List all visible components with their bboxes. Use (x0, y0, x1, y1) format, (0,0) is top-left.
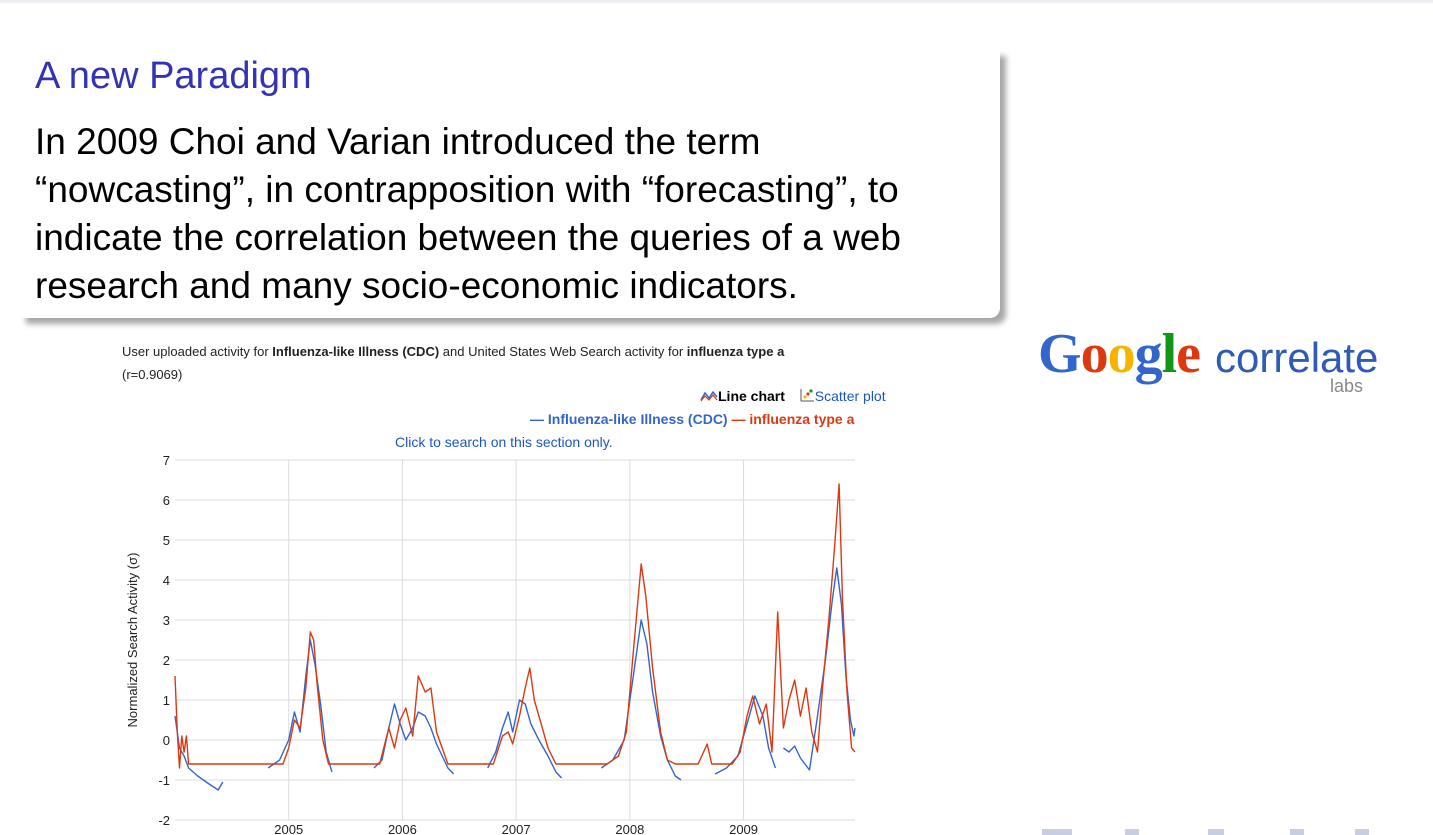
series-1-line-segment-4 (487, 699, 563, 779)
chart-title: User uploaded activity for Influenza-lik… (122, 344, 784, 359)
nav-decoration-4 (1290, 829, 1304, 835)
correlation-value: (r=0.9069) (122, 367, 183, 382)
legend-dash-2: — (731, 411, 746, 427)
chart-legend: — Influenza-like Illness (CDC) — influen… (530, 411, 854, 427)
slide-title: A new Paradigm (35, 55, 312, 97)
chart-title-part-1: User uploaded activity for (122, 344, 273, 359)
y-tick-label-5: 3 (163, 613, 170, 628)
line-chart-link[interactable]: Line chart (718, 388, 785, 404)
y-tick-label-6: 4 (163, 573, 170, 588)
legend-item-ilinet[interactable]: — Influenza-like Illness (CDC) (530, 411, 728, 427)
labs-label: labs (1330, 376, 1364, 396)
y-tick-label-4: 2 (163, 653, 170, 668)
y-tick-label-7: 5 (163, 533, 170, 548)
legend-label-1: Influenza-like Illness (CDC) (547, 411, 728, 427)
series-1-line-segment-7 (782, 567, 856, 771)
scatter-plot-link[interactable]: Scatter plot (814, 388, 886, 404)
nav-decoration-3 (1208, 829, 1224, 835)
x-tick-label-1: 2006 (388, 822, 417, 835)
series-1-line-segment-1 (174, 715, 224, 791)
body-line-1: In 2009 Choi and Varian introduced the t… (35, 121, 761, 162)
legend-dash-1: — (530, 411, 544, 427)
chart-title-part-4: influenza type a (686, 344, 785, 359)
chart-view-switcher: Line chart Scatter plot (700, 388, 886, 404)
series-1-line-segment-6 (714, 695, 777, 775)
click-to-search-hint[interactable]: Click to search on this section only. (395, 434, 613, 450)
correlate-wordmark: correlate (1215, 334, 1379, 381)
line-chart-icon[interactable] (700, 390, 718, 402)
series-1-line-segment-2 (267, 639, 333, 773)
x-tick-label-3: 2008 (615, 822, 644, 835)
body-line-2: “nowcasting”, in contrapposition with “f… (35, 169, 899, 210)
y-tick-label-9: 7 (163, 453, 170, 468)
body-line-4: research and many socio-economic indicat… (35, 265, 798, 306)
x-tick-label-2: 2007 (502, 822, 531, 835)
y-tick-label-3: 1 (163, 693, 170, 708)
y-axis-label: Normalized Search Activity (σ) (125, 553, 140, 728)
logo-letter-3: o (1107, 323, 1136, 385)
legend-item-influenza-a[interactable]: — influenza type a (731, 411, 854, 427)
logo-letter-4: g (1134, 323, 1163, 385)
y-tick-label-2: 0 (163, 733, 170, 748)
logo-letter-6: e (1176, 323, 1201, 385)
x-tick-label-4: 2009 (729, 822, 758, 835)
slide-text-block (20, 50, 1000, 318)
legend-label-2: influenza type a (749, 411, 855, 427)
nav-decoration-2 (1125, 829, 1139, 835)
top-bar (0, 0, 1433, 3)
nav-decoration-5 (1355, 829, 1369, 835)
google-logo: Google (1038, 322, 1201, 386)
series-2-line-segment-1 (174, 483, 856, 769)
series-1-line-segment-5 (600, 619, 682, 781)
logo-letter-2: o (1080, 323, 1109, 385)
y-tick-label-1: -1 (158, 773, 170, 788)
body-line-3: indicate the correlation between the que… (35, 217, 901, 258)
chart-title-part-3: and United States Web Search activity fo… (439, 344, 687, 359)
nav-decoration-1 (1042, 829, 1072, 835)
y-tick-label-8: 6 (163, 493, 170, 508)
x-tick-label-0: 2005 (274, 822, 303, 835)
y-tick-label-0: -2 (158, 813, 170, 828)
logo-letter-1: G (1038, 323, 1082, 385)
scatter-plot-icon[interactable] (799, 388, 815, 402)
series-1-line-segment-3 (373, 703, 455, 775)
logo-letter-5: l (1161, 323, 1178, 385)
chart-title-part-2: Influenza-like Illness (CDC) (272, 344, 440, 359)
slide-body: In 2009 Choi and Varian introduced the t… (35, 118, 985, 310)
